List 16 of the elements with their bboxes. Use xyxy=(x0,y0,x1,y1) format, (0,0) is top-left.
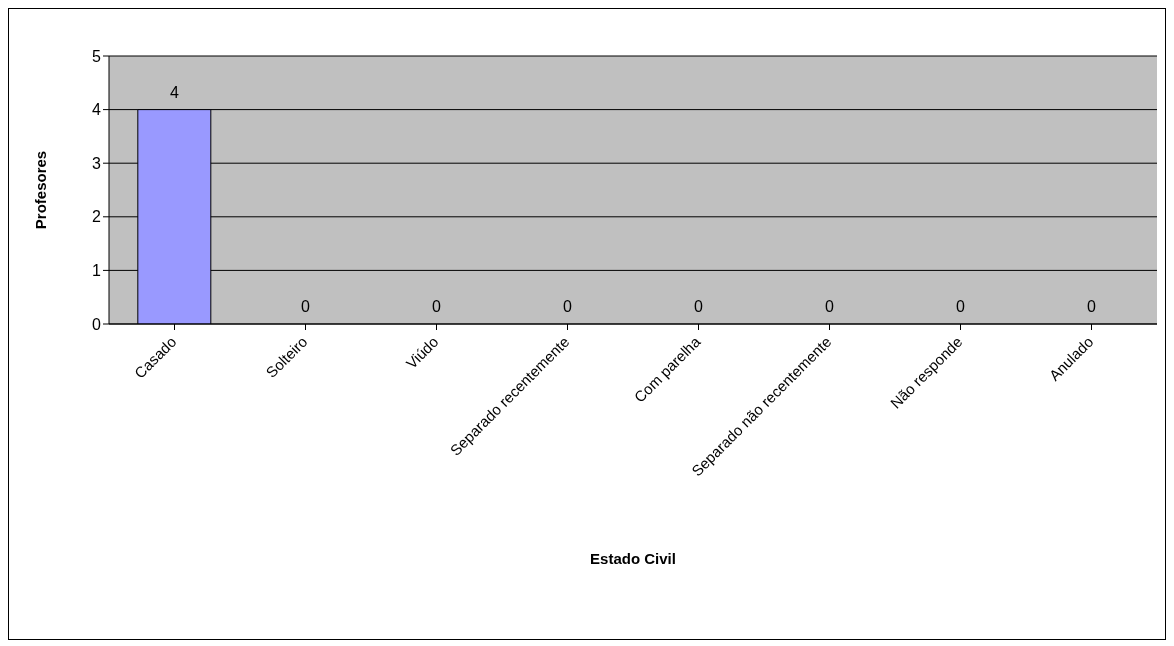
data-label: 0 xyxy=(432,298,442,315)
data-label: 0 xyxy=(694,298,704,315)
y-tick-label: 2 xyxy=(92,208,102,226)
data-label: 0 xyxy=(301,298,311,315)
data-label: 0 xyxy=(956,298,966,315)
y-tick-label: 4 xyxy=(92,101,102,119)
data-label: 0 xyxy=(1087,298,1097,315)
y-tick-label: 1 xyxy=(92,262,102,280)
data-label: 0 xyxy=(563,298,573,315)
y-tick-label: 5 xyxy=(92,47,102,65)
y-tick-label: 0 xyxy=(92,315,102,333)
y-tick-label: 3 xyxy=(92,154,102,172)
data-label: 4 xyxy=(170,83,180,101)
x-axis-title: Estado Civil xyxy=(590,550,676,567)
data-label: 0 xyxy=(825,298,835,315)
y-axis-title: Profesores xyxy=(32,150,50,230)
